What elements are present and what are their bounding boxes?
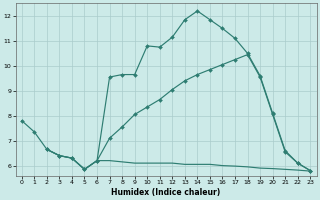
X-axis label: Humidex (Indice chaleur): Humidex (Indice chaleur) — [111, 188, 221, 197]
